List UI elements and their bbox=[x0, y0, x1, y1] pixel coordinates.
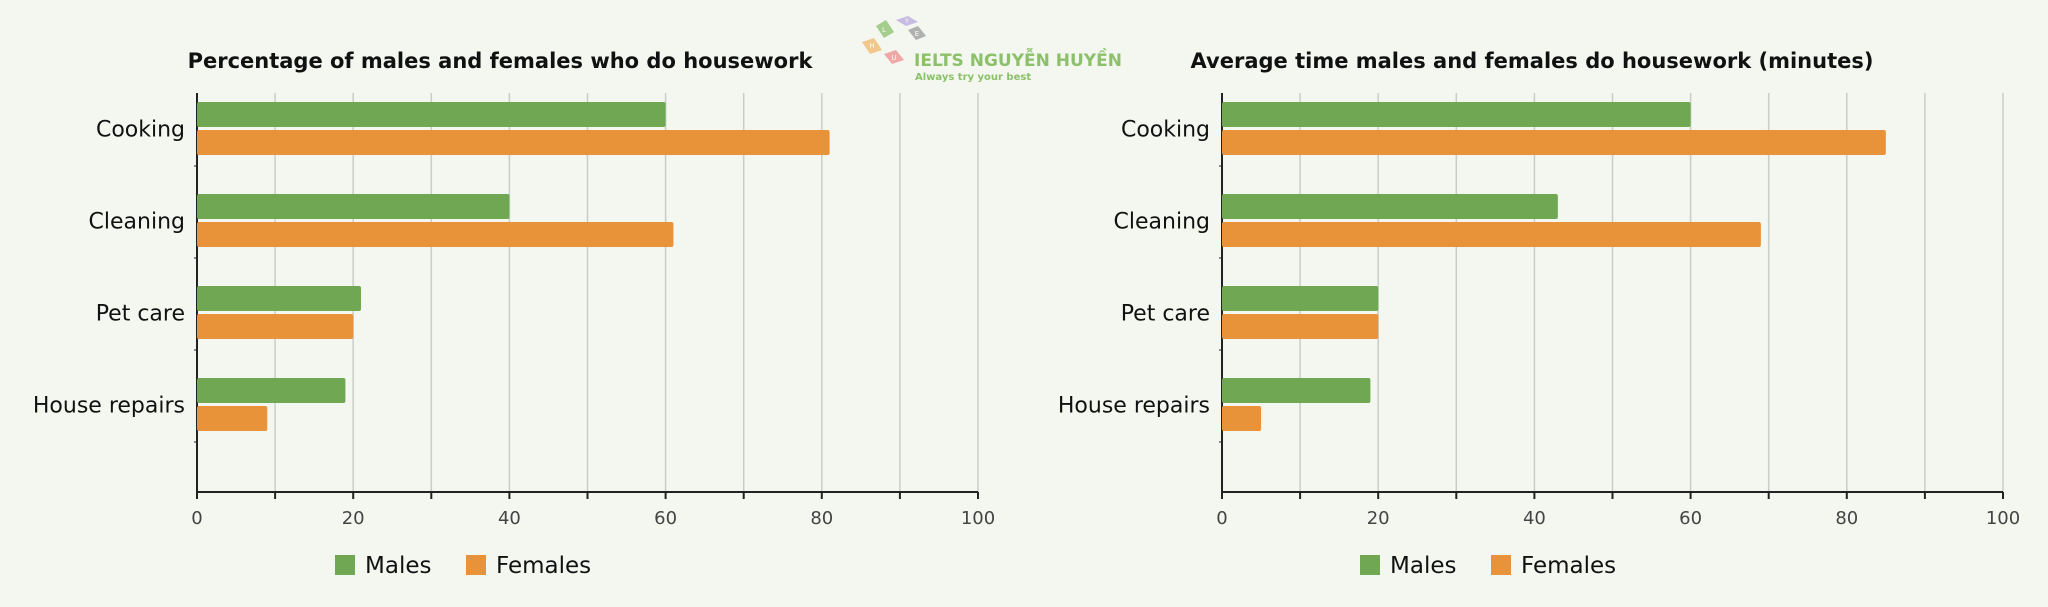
svg-text:Y: Y bbox=[904, 18, 909, 25]
bar-females-cooking bbox=[1222, 130, 1886, 155]
bar-males-pet-care bbox=[197, 286, 362, 311]
x-tick-label: 0 bbox=[191, 508, 202, 529]
legend-label-females: Females bbox=[496, 553, 591, 579]
bar-females-cleaning bbox=[197, 222, 674, 247]
bar-females-pet-care bbox=[1222, 314, 1379, 339]
x-tick-label: 80 bbox=[1835, 508, 1858, 529]
y-tick-label: House repairs bbox=[1058, 394, 1210, 419]
y-tick-label: Pet care bbox=[1121, 302, 1210, 327]
bar-females-pet-care bbox=[197, 314, 354, 339]
legend-label-males: Males bbox=[1390, 553, 1456, 579]
x-tick-label: 60 bbox=[1679, 508, 1702, 529]
ielts-nguyen-huyen-logo: L Y E H U IELTS NGUYỄN HUYỀN Always try … bbox=[862, 16, 1122, 83]
svg-text:H: H bbox=[869, 42, 874, 50]
bar-males-cooking bbox=[1222, 102, 1691, 127]
bar-males-cooking bbox=[197, 102, 666, 127]
x-tick-label: 40 bbox=[1523, 508, 1546, 529]
y-tick-label: Cleaning bbox=[89, 210, 185, 235]
legend-swatch-males bbox=[335, 555, 355, 575]
legend-swatch-females bbox=[466, 555, 486, 575]
legend-swatch-males bbox=[1360, 555, 1380, 575]
x-tick-label: 20 bbox=[342, 508, 365, 529]
bar-females-cooking bbox=[197, 130, 830, 155]
svg-text:Always try your best: Always try your best bbox=[915, 72, 1031, 83]
bar-males-house-repairs bbox=[197, 378, 346, 403]
svg-text:IELTS NGUYỄN HUYỀN: IELTS NGUYỄN HUYỀN bbox=[914, 46, 1122, 71]
bar-males-cleaning bbox=[197, 194, 510, 219]
legend-label-females: Females bbox=[1521, 553, 1616, 579]
bar-males-cleaning bbox=[1222, 194, 1558, 219]
y-tick-label: Cleaning bbox=[1114, 210, 1210, 235]
x-tick-label: 80 bbox=[810, 508, 833, 529]
svg-text:L: L bbox=[882, 26, 886, 34]
y-tick-label: Cooking bbox=[1121, 118, 1210, 143]
legend-label-males: Males bbox=[365, 553, 431, 579]
y-tick-label: Pet care bbox=[96, 302, 185, 327]
x-tick-label: 40 bbox=[498, 508, 521, 529]
bar-females-cleaning bbox=[1222, 222, 1761, 247]
svg-text:U: U bbox=[891, 54, 896, 62]
x-tick-label: 100 bbox=[961, 508, 995, 529]
bar-females-house-repairs bbox=[1222, 406, 1262, 431]
x-tick-label: 20 bbox=[1367, 508, 1390, 529]
legend-swatch-females bbox=[1491, 555, 1511, 575]
bar-females-house-repairs bbox=[197, 406, 268, 431]
svg-text:E: E bbox=[915, 30, 919, 38]
x-tick-label: 60 bbox=[654, 508, 677, 529]
x-tick-label: 100 bbox=[1986, 508, 2020, 529]
y-tick-label: Cooking bbox=[96, 118, 185, 143]
chart-title: Percentage of males and females who do h… bbox=[188, 49, 814, 73]
chart-title: Average time males and females do housew… bbox=[1191, 49, 1874, 73]
y-tick-label: House repairs bbox=[33, 394, 185, 419]
bar-males-pet-care bbox=[1222, 286, 1379, 311]
x-tick-label: 0 bbox=[1216, 508, 1227, 529]
bar-males-house-repairs bbox=[1222, 378, 1371, 403]
